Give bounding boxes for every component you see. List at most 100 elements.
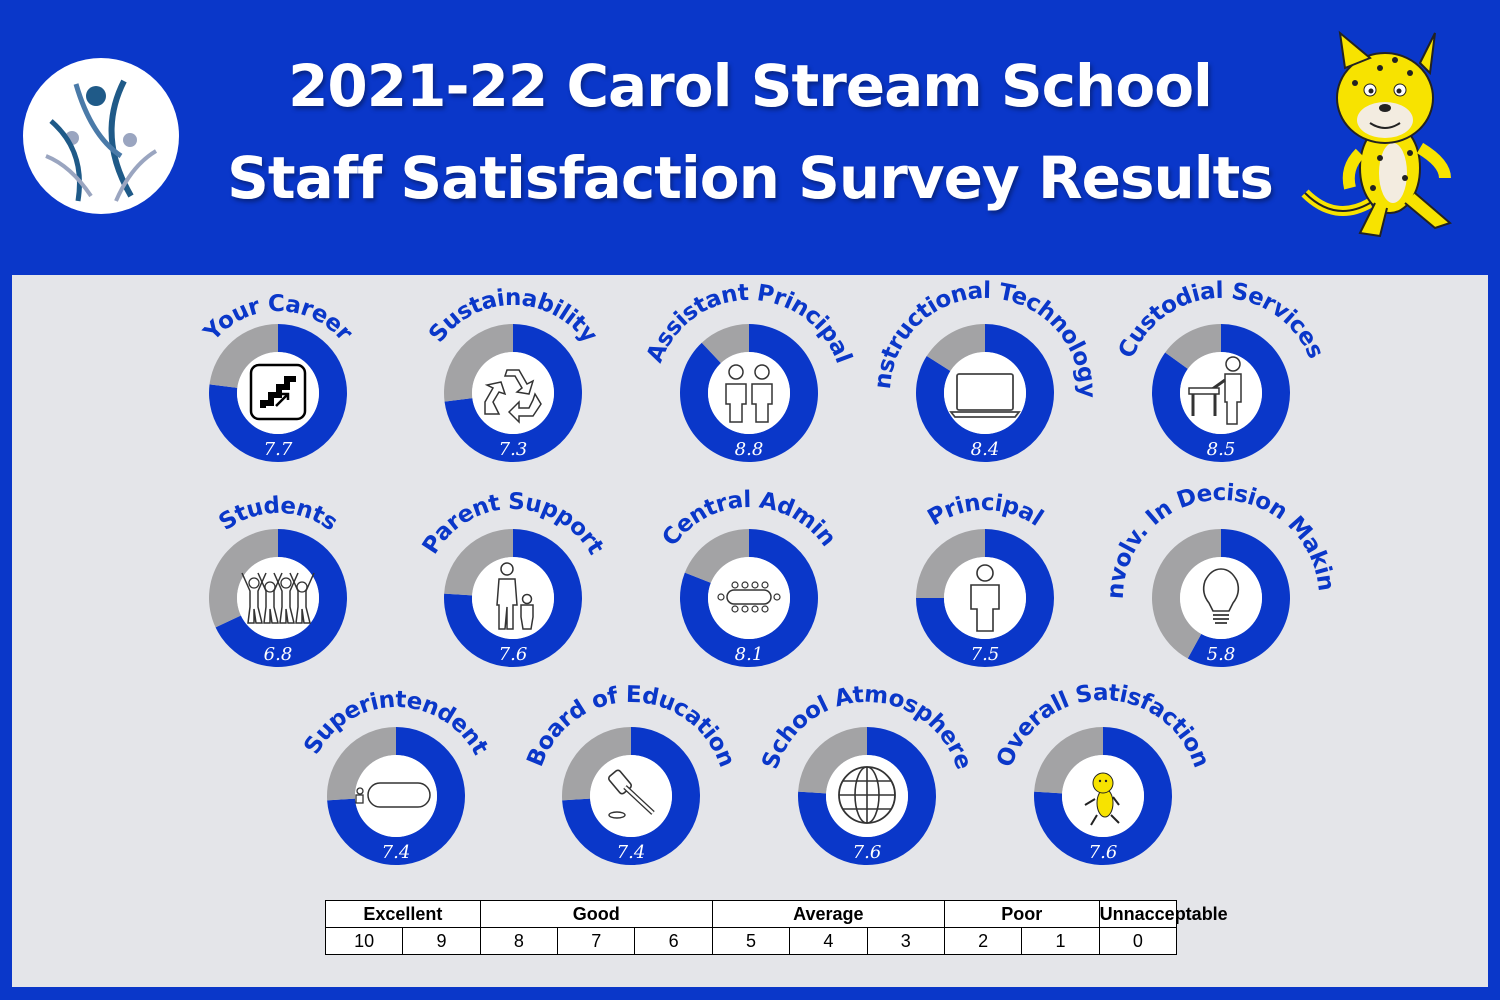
district-logo (23, 58, 179, 214)
donut-value-label: 7.3 (499, 439, 528, 460)
donut-value-label: 7.5 (971, 644, 1000, 665)
donut-score-arc (215, 529, 347, 668)
donut-remainder-arc (1152, 529, 1221, 659)
donut-value-label: 7.4 (382, 842, 411, 863)
donut-score-arc (443, 529, 582, 667)
mascot-icon (1084, 772, 1120, 826)
students-icon (241, 572, 315, 624)
donut-9: 7.5 Principal (916, 490, 1054, 667)
cheetah-mascot-image (1301, 30, 1452, 238)
donut-remainder-arc (916, 529, 985, 598)
donut-remainder-arc (444, 529, 513, 596)
person-icon (970, 564, 1000, 632)
two-people-icon (725, 364, 773, 423)
stairs-icon (249, 363, 307, 421)
donut-value-label: 8.4 (971, 439, 1000, 460)
scale-value-cell: 1 (1021, 927, 1100, 955)
lightbulb-icon (1202, 568, 1240, 624)
donut-value-label: 7.6 (499, 644, 528, 665)
donut-value-label: 8.8 (735, 439, 764, 460)
scale-category-excellent: Excellent (325, 900, 481, 928)
donut-remainder-arc (444, 324, 513, 402)
page-title-line2: Staff Satisfaction Survey Results (227, 144, 1274, 212)
donut-center (590, 755, 672, 837)
donut-score-arc (680, 529, 819, 667)
donut-remainder-arc (701, 324, 749, 364)
gavel-icon (607, 769, 655, 819)
donut-score-arc (208, 324, 347, 463)
donut-score-arc (680, 324, 819, 463)
donut-score-arc (916, 529, 1054, 667)
donut-score-arc (1152, 324, 1291, 463)
scale-value-cell: 7 (557, 927, 636, 955)
donut-score-arc (444, 324, 583, 462)
donut-score-arc (1187, 529, 1291, 667)
donut-value-label: 5.8 (1207, 644, 1236, 665)
meeting-table-icon (717, 581, 781, 613)
custodian-icon (1188, 356, 1242, 425)
donut-score-arc (915, 324, 1054, 462)
donut-category-label: Principal (923, 490, 1047, 532)
donut-value-label: 6.8 (264, 644, 293, 665)
donut-center (472, 352, 554, 434)
donut-value-label: 7.7 (264, 439, 293, 460)
donut-score-arc (327, 727, 465, 865)
scale-category-unnacceptable: Unnacceptable (1098, 900, 1228, 928)
scale-value-cell: 4 (789, 927, 868, 955)
donut-remainder-arc (327, 727, 396, 801)
scale-value-cell: 10 (324, 927, 404, 955)
scale-value-cell: 8 (479, 927, 559, 955)
donut-remainder-arc (562, 727, 631, 801)
scale-value-cell: 2 (943, 927, 1023, 955)
donut-remainder-arc (1034, 727, 1103, 794)
scale-value-row: 10 9 8 7 6 5 4 3 2 1 0 (324, 927, 1178, 955)
donut-center (1180, 352, 1262, 434)
desk-person-icon (355, 782, 431, 808)
globe-icon (838, 766, 896, 824)
donut-remainder-arc (926, 324, 985, 372)
rating-scale-table: Excellent Good Average Poor Unnacceptable 10… (324, 900, 1228, 955)
donut-value-label: 8.5 (1207, 439, 1236, 460)
scale-value-cell: 3 (866, 927, 945, 955)
scale-value-cell: 9 (402, 927, 481, 955)
donut-center (708, 352, 790, 434)
donut-remainder-arc (684, 529, 749, 583)
donut-category-label: Involv. In Decision Making (0, 0, 1339, 600)
donut-value-label: 7.6 (853, 842, 882, 863)
laptop-icon (949, 373, 1021, 418)
donut-value-label: 7.4 (617, 842, 646, 863)
page-title-line1: 2021-22 Carol Stream School (288, 52, 1213, 120)
scale-value-cell: 6 (634, 927, 713, 955)
parent-child-icon (496, 562, 534, 630)
donut-remainder-arc (798, 727, 867, 794)
donut-remainder-arc (1165, 324, 1221, 369)
scale-category-good: Good (479, 900, 713, 928)
scale-category-poor: Poor (943, 900, 1100, 928)
donut-center (237, 557, 319, 639)
donut-remainder-arc (209, 324, 278, 388)
donut-score-arc (1033, 727, 1172, 865)
donut-score-arc (562, 727, 700, 865)
donut-remainder-arc (208, 529, 278, 628)
recycle-icon (484, 369, 542, 424)
scale-category-row: Excellent Good Average Poor Unnacceptable (325, 900, 1228, 928)
scale-category-average: Average (711, 900, 945, 928)
donut-score-arc (798, 727, 937, 865)
donut-value-label: 7.6 (1089, 842, 1118, 863)
scale-value-cell: 5 (711, 927, 791, 955)
scale-value-cell: 0 (1098, 927, 1178, 955)
header-banner: 2021-22 Carol Stream School Staff Satisf… (0, 0, 1500, 275)
donut-value-label: 8.1 (735, 644, 764, 665)
